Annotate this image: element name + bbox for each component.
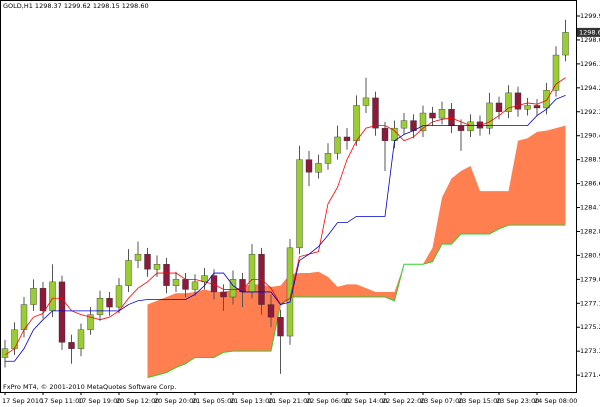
y-tick-label: 1284.70 xyxy=(580,204,600,212)
candle-body xyxy=(220,291,227,298)
y-tick-label: 1298.00 xyxy=(580,36,600,44)
candle-body xyxy=(324,153,332,164)
y-tick-label: 1273.30 xyxy=(580,347,600,355)
candle-body xyxy=(49,281,56,312)
candle-body xyxy=(505,92,512,112)
candle-body xyxy=(343,136,351,141)
y-tick-label: 1286.60 xyxy=(580,180,600,188)
candle-body xyxy=(1,348,9,358)
candle-body xyxy=(562,32,569,56)
candle-body xyxy=(115,285,123,308)
candle-body xyxy=(134,253,142,261)
x-tick-label: 23 Sep 07:00 xyxy=(420,397,463,405)
x-tick-label: 21 Sep 21:00 xyxy=(268,397,311,405)
candle-body xyxy=(286,247,294,337)
candle-body xyxy=(296,159,303,249)
candle-body xyxy=(552,54,560,91)
candle-body xyxy=(486,102,493,129)
chart-title: GOLD,H1 1298.37 1299.62 1298.15 1298.60 xyxy=(3,2,149,10)
candle-body xyxy=(77,329,85,349)
candle-body xyxy=(20,304,28,330)
x-tick-label: 23 Sep 23:00 xyxy=(496,397,539,405)
candle-body xyxy=(448,109,455,126)
y-tick-label: 1271.40 xyxy=(580,371,600,379)
candle-body xyxy=(457,125,465,131)
last-price-box xyxy=(577,27,600,37)
candle-body xyxy=(30,287,37,305)
x-tick-label: 20 Sep 20:00 xyxy=(154,397,197,405)
candle-body xyxy=(229,279,237,298)
y-tick-label: 1282.80 xyxy=(580,227,600,235)
candle-body xyxy=(248,253,256,293)
x-tick-label: 22 Sep 22:00 xyxy=(382,397,425,405)
candle-body xyxy=(267,304,275,318)
x-tick-label: 17 Sep 2010 xyxy=(2,397,43,405)
candle-body xyxy=(239,279,246,293)
candle-body xyxy=(495,102,503,112)
candle-body xyxy=(172,279,180,286)
candle-body xyxy=(334,136,341,154)
y-tick-label: 1275.20 xyxy=(580,323,600,331)
y-tick-label: 1296.10 xyxy=(580,60,600,68)
candle-body xyxy=(191,281,199,290)
candle-body xyxy=(438,109,446,119)
candle-body xyxy=(419,112,427,131)
candle-body xyxy=(467,121,474,131)
candle-body xyxy=(514,92,522,110)
x-tick-label: 17 Sep 19:00 xyxy=(78,397,121,405)
candle-body xyxy=(362,97,370,106)
candle-body xyxy=(68,342,75,349)
candle-body xyxy=(524,105,531,110)
candle-body xyxy=(429,112,436,119)
candle-body xyxy=(305,159,313,173)
candle-body xyxy=(476,121,484,129)
plot-area xyxy=(1,19,569,379)
x-tick-label: 22 Sep 06:00 xyxy=(306,397,349,405)
x-tick-label: 24 Sep 08:00 xyxy=(534,397,577,405)
candle-body xyxy=(153,264,161,270)
y-tick-label: 1277.10 xyxy=(580,299,600,307)
candle-body xyxy=(353,105,360,141)
y-tick-label: 1280.90 xyxy=(580,251,600,259)
candle-body xyxy=(58,281,66,343)
x-tick-label: 23 Sep 15:00 xyxy=(458,397,501,405)
candle-body xyxy=(163,264,170,286)
indicator-line xyxy=(5,95,566,362)
candle-body xyxy=(125,260,132,286)
candle-body xyxy=(315,163,322,173)
x-tick-label: 22 Sep 14:00 xyxy=(344,397,387,405)
x-tick-label: 17 Sep 11:00 xyxy=(40,397,83,405)
cloud-lower-line xyxy=(147,224,566,379)
candle-body xyxy=(106,298,113,308)
candle-body xyxy=(144,253,151,270)
x-tick-label: 21 Sep 13:00 xyxy=(230,397,273,405)
candle-body xyxy=(87,314,94,330)
candle-body xyxy=(96,298,104,315)
candle-body xyxy=(39,287,47,312)
cloud xyxy=(147,125,566,378)
y-tick-label: 1299.90 xyxy=(580,12,600,20)
y-tick-label: 1292.30 xyxy=(580,108,600,116)
y-tick-label: 1288.50 xyxy=(580,156,600,164)
y-tick-label: 1279.00 xyxy=(580,275,600,283)
candle-body xyxy=(533,105,541,109)
candle-body xyxy=(391,127,398,141)
x-tick-label: 21 Sep 05:00 xyxy=(192,397,235,405)
x-tick-label: 20 Sep 12:00 xyxy=(116,397,159,405)
candle-body xyxy=(372,97,379,129)
last-price-label: 1298.60 xyxy=(579,28,600,36)
y-tick-label: 1290.40 xyxy=(580,132,600,140)
candle-body xyxy=(277,316,284,337)
y-tick-label: 1294.20 xyxy=(580,84,600,92)
candle-body xyxy=(381,127,389,141)
footer: FxPro MT4, © 2001-2010 MetaQuotes Softwa… xyxy=(3,383,176,391)
candle-body xyxy=(11,329,18,349)
candle-body xyxy=(182,279,189,290)
candle-body xyxy=(400,120,408,129)
candle-body xyxy=(543,90,550,109)
